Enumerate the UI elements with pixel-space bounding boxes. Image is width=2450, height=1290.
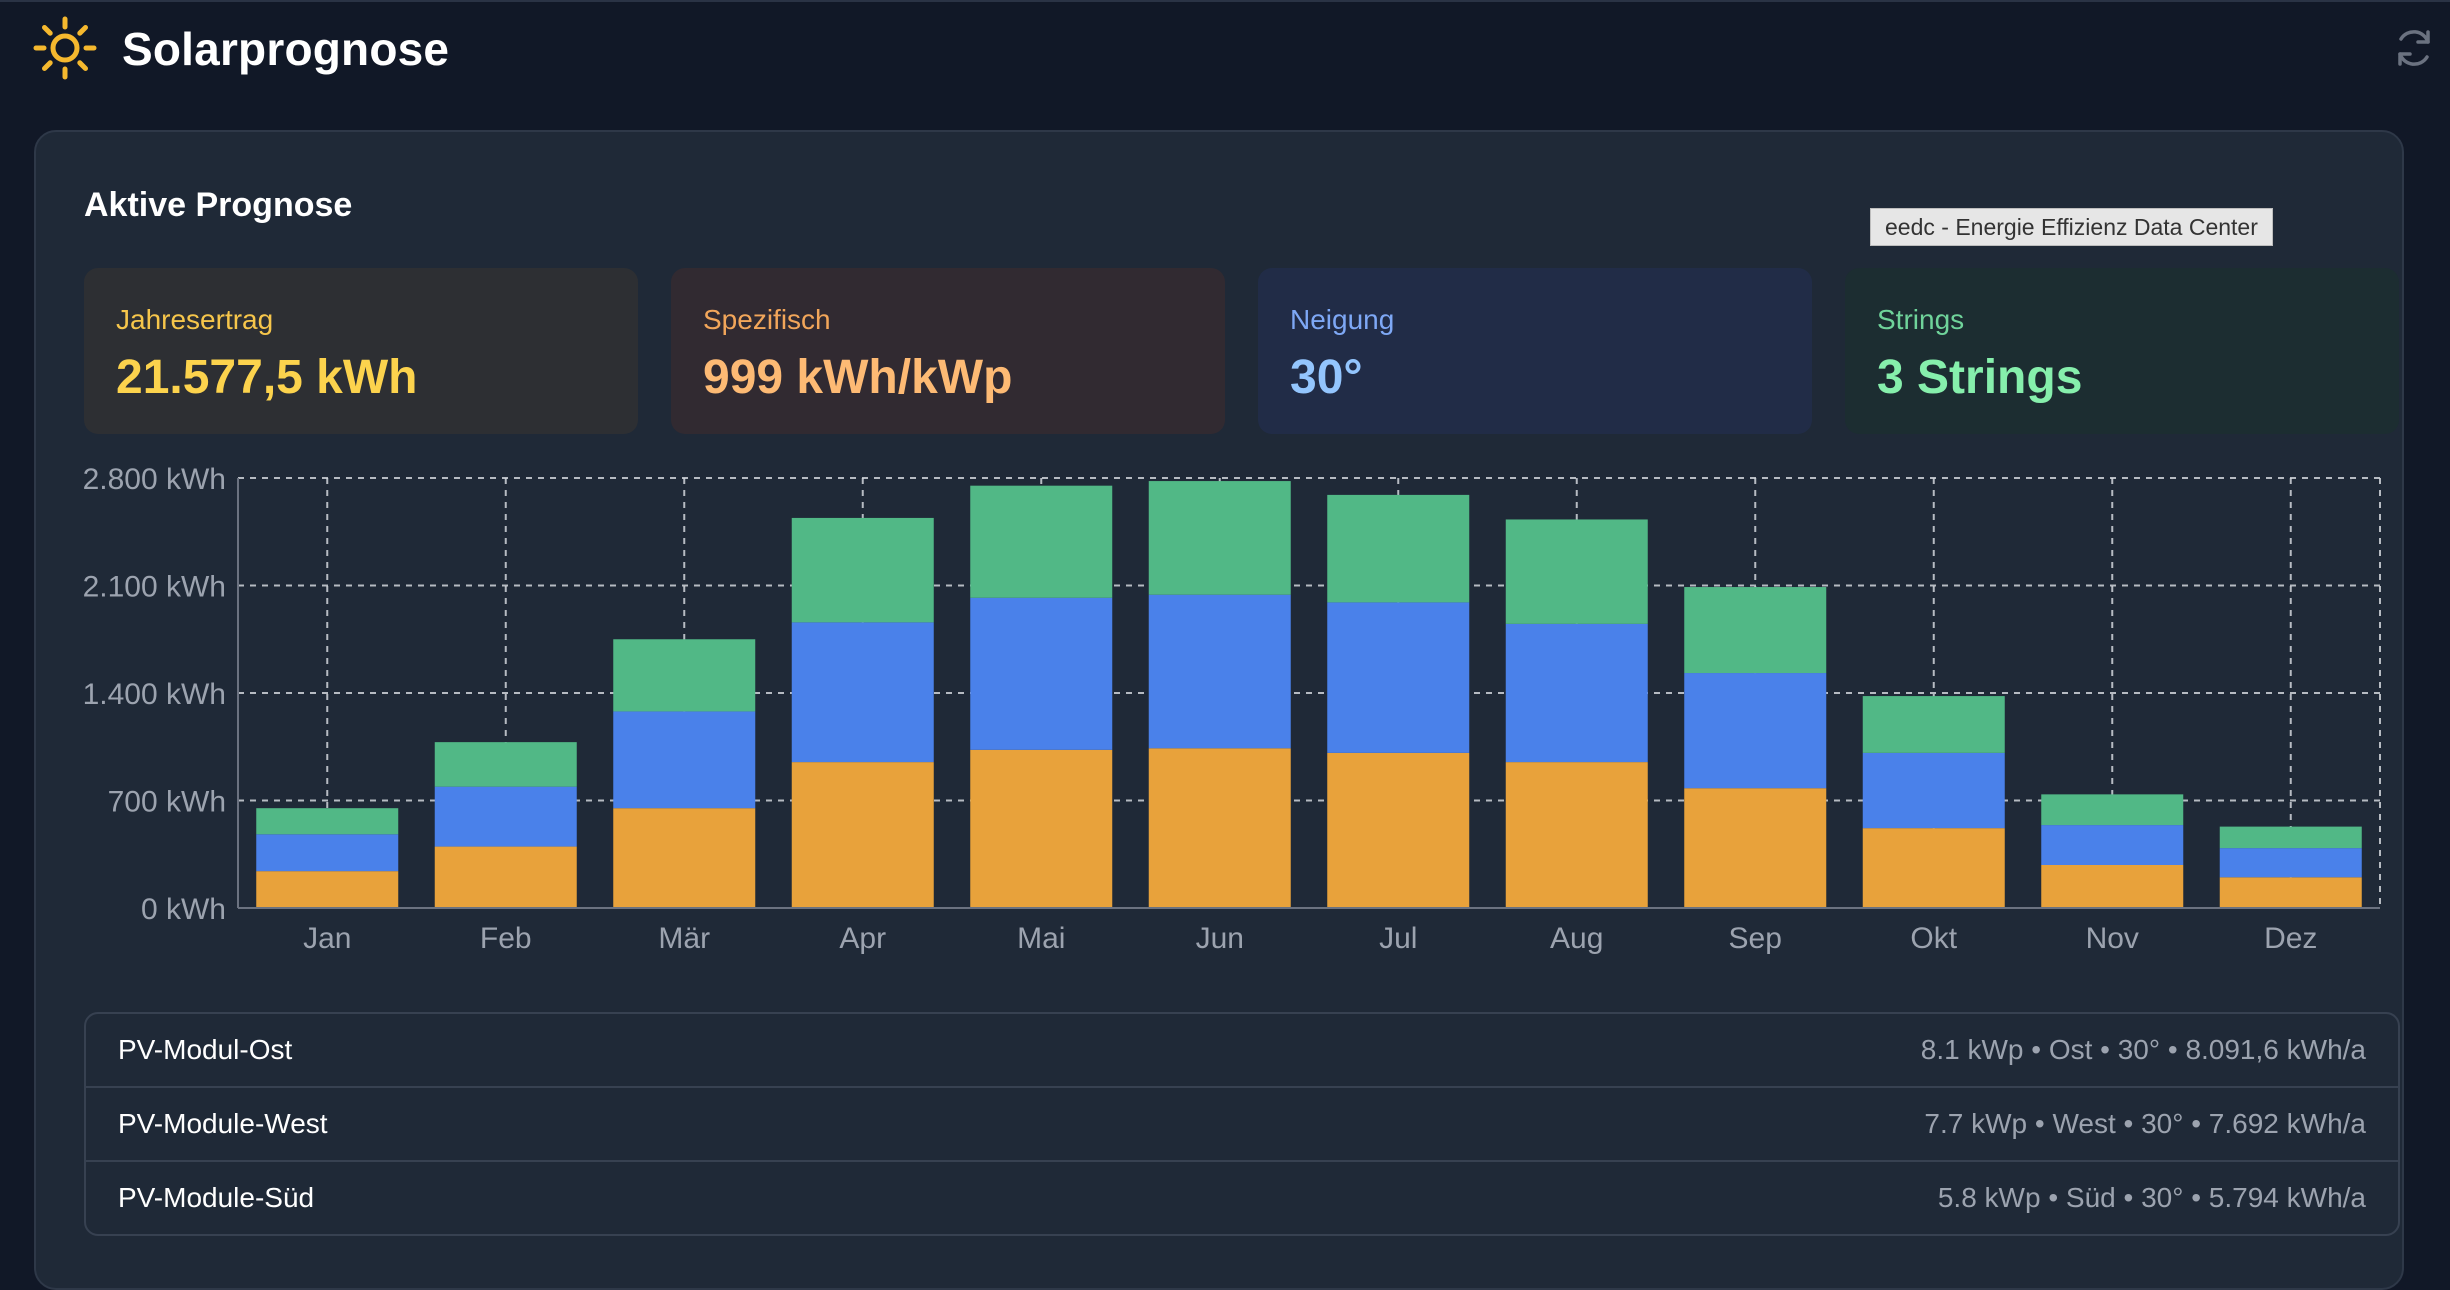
y-tick-label: 700 kWh xyxy=(108,786,226,819)
bar-segment xyxy=(2219,877,2362,908)
stat-value: 3 Strings xyxy=(1877,351,2083,404)
x-tick-label: Feb xyxy=(480,922,532,955)
bar-segment xyxy=(1684,587,1827,674)
strings-list: PV-Modul-Ost 8.1 kWp • Ost • 30° • 8.091… xyxy=(84,1012,2400,1236)
bar-segment xyxy=(1327,752,1470,908)
bar-segment xyxy=(1148,594,1291,749)
y-tick-label: 0 kWh xyxy=(141,893,226,926)
bar-segment xyxy=(613,639,756,712)
stat-label: Strings xyxy=(1877,304,1965,335)
bar-segment xyxy=(970,597,1113,750)
top-bar: Solarprognose xyxy=(0,0,2450,100)
bar-segment xyxy=(1327,494,1470,603)
page-title: Solarprognose xyxy=(122,23,450,75)
bar-segment xyxy=(434,846,577,908)
stat-label: Jahresertrag xyxy=(116,304,274,335)
bar-segment xyxy=(434,786,577,847)
bar-segment xyxy=(2041,865,2184,908)
section-title: Aktive Prognose xyxy=(84,186,353,224)
stat-card-specific: Spezifisch 999 kWh/kWp xyxy=(671,268,1225,434)
bar-segment xyxy=(970,485,1113,598)
stat-card-tilt: Neigung 30° xyxy=(1258,268,1812,434)
bar-segment xyxy=(1505,623,1648,763)
bar-segment xyxy=(791,622,934,763)
string-name: PV-Module-Süd xyxy=(118,1182,315,1213)
list-item[interactable]: PV-Modul-Ost 8.1 kWp • Ost • 30° • 8.091… xyxy=(86,1014,2398,1088)
bar-segment xyxy=(2219,826,2362,849)
stat-card-annual-yield: Jahresertrag 21.577,5 kWh xyxy=(84,268,638,434)
x-tick-label: Okt xyxy=(1910,922,1957,955)
y-tick-label: 1.400 kWh xyxy=(83,678,226,711)
x-tick-label: Jun xyxy=(1196,922,1244,955)
bar-segment xyxy=(1505,762,1648,908)
bar-segment xyxy=(613,711,756,809)
bar-segment xyxy=(256,834,399,872)
y-tick-label: 2.800 kWh xyxy=(83,463,226,496)
bar-segment xyxy=(434,742,577,787)
y-tick-label: 2.100 kWh xyxy=(83,571,226,604)
stat-label: Spezifisch xyxy=(703,304,831,335)
string-name: PV-Module-West xyxy=(118,1108,328,1139)
bar-segment xyxy=(613,808,756,908)
bar-segment xyxy=(791,762,934,908)
bar-segment xyxy=(791,517,934,623)
stat-value: 30° xyxy=(1290,351,1363,404)
monthly-forecast-chart: 0 kWh 700 kWh 1.400 kWh 2.100 kWh 2.800 kWh J… xyxy=(83,463,2381,955)
bar-segment xyxy=(1505,519,1648,624)
x-tick-label: Jul xyxy=(1379,922,1417,955)
x-tick-label: Dez xyxy=(2264,922,2317,955)
bar-segment xyxy=(256,871,399,908)
sun-icon xyxy=(33,16,97,80)
x-tick-label: Jan xyxy=(303,922,351,955)
bar-segment xyxy=(1148,481,1291,595)
x-tick-label: Sep xyxy=(1729,922,1782,955)
bar-segment xyxy=(2041,794,2184,826)
bar-segment xyxy=(970,749,1113,908)
string-name: PV-Modul-Ost xyxy=(118,1034,293,1065)
bar-segment xyxy=(1862,828,2005,908)
bar-segment xyxy=(2219,848,2362,878)
string-details: 5.8 kWp • Süd • 30° • 5.794 kWh/a xyxy=(1937,1182,2366,1213)
bar-segment xyxy=(1862,696,2005,753)
stat-card-strings: Strings 3 Strings xyxy=(1845,268,2399,434)
bar-segment xyxy=(1684,673,1827,789)
bar-segment xyxy=(1327,602,1470,753)
refresh-icon[interactable] xyxy=(2390,24,2438,72)
string-details: 8.1 kWp • Ost • 30° • 8.091,6 kWh/a xyxy=(1920,1034,2366,1065)
tooltip: eedc - Energie Effizienz Data Center xyxy=(1870,208,2273,246)
list-item[interactable]: PV-Module-Süd 5.8 kWp • Süd • 30° • 5.79… xyxy=(86,1162,2398,1236)
x-tick-label: Aug xyxy=(1550,922,1603,955)
x-tick-label: Mai xyxy=(1017,922,1065,955)
bar-segment xyxy=(1862,752,2005,829)
x-tick-label: Mär xyxy=(658,922,710,955)
bar-segment xyxy=(1148,748,1291,908)
string-details: 7.7 kWp • West • 30° • 7.692 kWh/a xyxy=(1924,1108,2366,1139)
bar-segment xyxy=(256,808,399,835)
list-item[interactable]: PV-Module-West 7.7 kWp • West • 30° • 7.… xyxy=(86,1088,2398,1162)
stat-label: Neigung xyxy=(1290,304,1395,335)
x-tick-label: Nov xyxy=(2086,922,2139,955)
x-tick-label: Apr xyxy=(839,922,886,955)
bar-segment xyxy=(2041,825,2184,865)
stat-value: 999 kWh/kWp xyxy=(703,351,1013,404)
bar-segment xyxy=(1684,788,1827,908)
stat-value: 21.577,5 kWh xyxy=(116,351,418,404)
